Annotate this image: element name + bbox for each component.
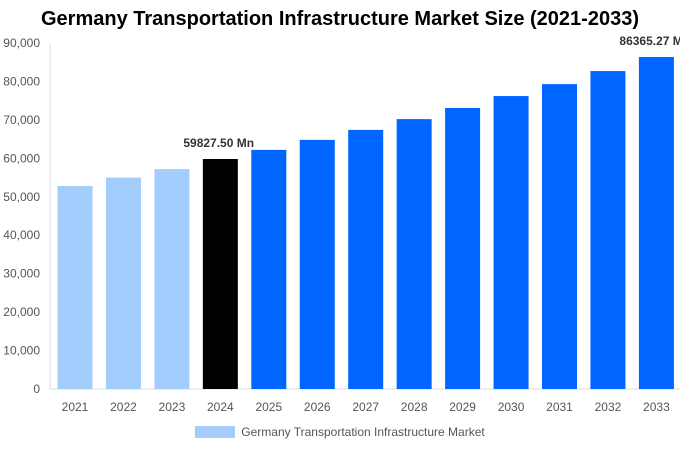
bar-2023 bbox=[154, 169, 190, 389]
bar-2024 bbox=[202, 158, 238, 389]
y-tick-label: 60,000 bbox=[3, 151, 40, 165]
y-tick-label: 10,000 bbox=[3, 344, 40, 358]
x-tick-label: 2024 bbox=[207, 400, 234, 414]
chart-title: Germany Transportation Infrastructure Ma… bbox=[41, 8, 639, 30]
x-tick-label: 2023 bbox=[159, 400, 186, 414]
data-label-2033: 86365.27 Mn bbox=[619, 34, 680, 48]
bar-2032 bbox=[590, 71, 626, 389]
x-tick-label: 2025 bbox=[255, 400, 282, 414]
y-tick-label: 50,000 bbox=[3, 190, 40, 204]
bar-2029 bbox=[445, 107, 481, 390]
legend: Germany Transportation Infrastructure Ma… bbox=[0, 425, 680, 439]
bar-2021 bbox=[57, 186, 93, 389]
x-tick-label: 2028 bbox=[401, 400, 428, 414]
bar-2028 bbox=[396, 119, 432, 390]
bar-2031 bbox=[542, 84, 577, 389]
x-tick-label: 2030 bbox=[498, 400, 525, 414]
x-tick-label: 2021 bbox=[62, 400, 89, 414]
x-tick-label: 2026 bbox=[304, 400, 331, 414]
legend-label: Germany Transportation Infrastructure Ma… bbox=[241, 425, 485, 439]
bar-2025 bbox=[251, 149, 287, 389]
y-tick-label: 80,000 bbox=[3, 74, 40, 88]
bar-2033 bbox=[638, 56, 674, 390]
bar-2026 bbox=[299, 139, 335, 389]
bar-2030 bbox=[493, 96, 529, 389]
y-tick-label: 30,000 bbox=[3, 267, 40, 281]
data-label-2024: 59827.50 Mn bbox=[183, 136, 254, 150]
x-tick-label: 2031 bbox=[546, 400, 573, 414]
bar-2022 bbox=[105, 177, 141, 389]
x-tick-label: 2027 bbox=[352, 400, 379, 414]
y-tick-label: 70,000 bbox=[3, 113, 40, 127]
x-tick-label: 2022 bbox=[110, 400, 137, 414]
x-tick-label: 2033 bbox=[643, 400, 670, 414]
y-tick-label: 90,000 bbox=[3, 36, 40, 50]
x-tick-label: 2029 bbox=[449, 400, 476, 414]
x-tick-label: 2032 bbox=[595, 400, 622, 414]
y-tick-label: 0 bbox=[33, 382, 40, 396]
y-tick-label: 20,000 bbox=[3, 305, 40, 319]
legend-swatch bbox=[195, 426, 236, 438]
y-tick-label: 40,000 bbox=[3, 228, 40, 242]
bar-2027 bbox=[348, 129, 384, 389]
